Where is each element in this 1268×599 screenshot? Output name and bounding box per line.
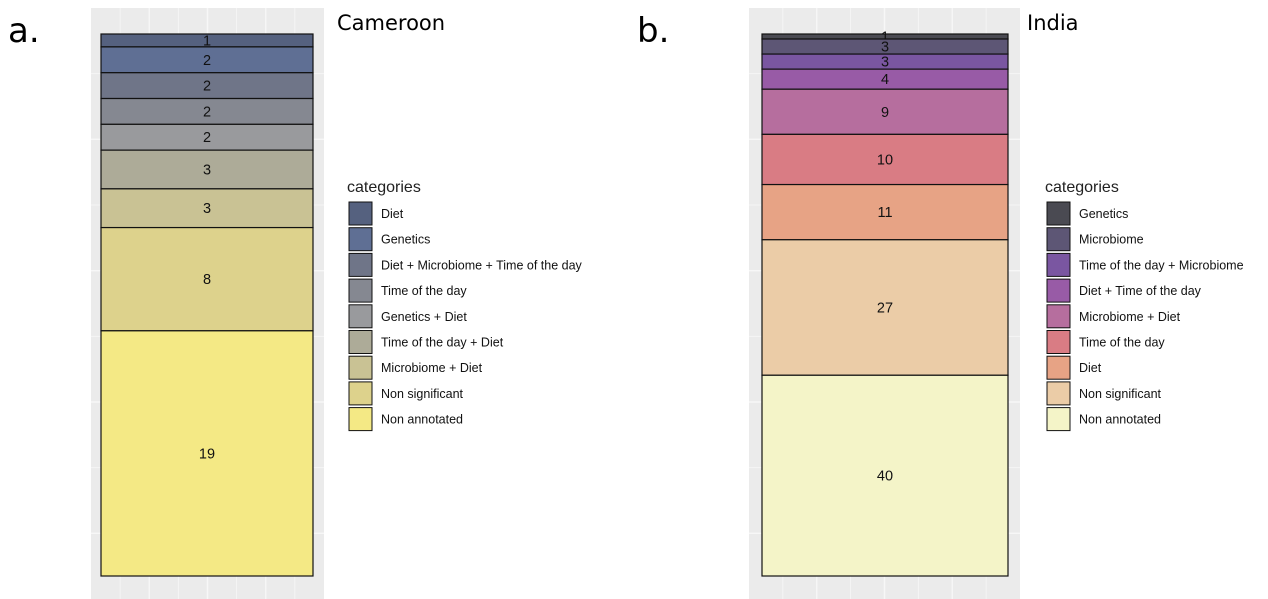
legend-swatch-time-of-the-day-diet	[348, 330, 373, 354]
segment-value-label: 2	[203, 130, 211, 146]
legend-swatch-microbiome	[1046, 227, 1071, 252]
legend-label-non-significant: Non significant	[1079, 387, 1162, 401]
legend-label-non-annotated: Non annotated	[1079, 413, 1161, 427]
segment-value-label: 19	[199, 446, 215, 462]
panel-letter-b: b.	[637, 11, 669, 51]
legend-swatch-diet	[348, 201, 373, 226]
legend-label-microbiome-diet: Microbiome + Diet	[381, 361, 483, 375]
bar-segment-time-of-the-day	[761, 133, 1009, 186]
chart-title-cameroon: Cameroon	[337, 11, 445, 35]
legend-label-genetics-diet: Genetics + Diet	[381, 310, 467, 324]
legend-swatch-microbiome-diet	[348, 355, 373, 380]
legend-label-diet: Diet	[1079, 361, 1102, 375]
legend-label-time-of-the-day-microbiome: Time of the day + Microbiome	[1079, 258, 1244, 272]
chart-title-india: India	[1027, 11, 1079, 35]
legend-swatch-genetics	[1046, 201, 1071, 226]
segment-value-label: 2	[203, 53, 211, 69]
legend-swatch-time-of-the-day	[1046, 330, 1071, 354]
legend-swatch-genetics	[348, 227, 373, 252]
bar-segment-diet	[761, 183, 1009, 241]
legend-swatch-diet-time-of-the-day	[1046, 278, 1071, 303]
legend-swatch-non-annotated	[348, 407, 373, 432]
legend-swatch-genetics-diet	[348, 304, 373, 329]
legend-label-time-of-the-day: Time of the day	[381, 284, 467, 298]
bar-segment-microbiome-diet	[761, 88, 1009, 135]
bar-segment-non-annotated	[761, 374, 1009, 577]
bar-segment-microbiome-diet	[100, 188, 314, 229]
segment-value-label: 3	[203, 163, 211, 179]
segment-value-label: 1	[881, 30, 889, 46]
segment-value-label: 1	[203, 33, 211, 49]
legend-swatch-diet-microbiome-time-of-the-day	[348, 252, 373, 277]
legend-label-time-of-the-day: Time of the day	[1079, 336, 1165, 350]
legend-label-microbiome: Microbiome	[1079, 233, 1144, 247]
legend-swatch-microbiome-diet	[1046, 304, 1071, 329]
segment-value-label: 8	[203, 272, 211, 288]
segment-value-label: 2	[203, 79, 211, 95]
bar-segment-genetics	[100, 46, 314, 74]
legend-swatch-time-of-the-day-microbiome	[1046, 252, 1071, 277]
legend-title-india: categories	[1045, 179, 1119, 196]
panel-letter-a: a.	[8, 11, 40, 51]
bar-segment-non-annotated	[100, 330, 314, 577]
segment-value-label: 10	[877, 152, 893, 168]
segment-value-label: 2	[203, 104, 211, 120]
bar-segment-genetics-diet	[100, 123, 314, 151]
legend-label-time-of-the-day-diet: Time of the day + Diet	[381, 336, 504, 350]
segment-value-label: 40	[877, 469, 893, 485]
segment-value-label: 3	[203, 201, 211, 217]
legend-label-microbiome-diet: Microbiome + Diet	[1079, 310, 1181, 324]
legend-label-genetics: Genetics	[381, 233, 430, 247]
legend-swatch-non-significant	[348, 381, 373, 406]
legend-swatch-non-annotated	[1046, 407, 1071, 432]
segment-value-label: 3	[881, 40, 889, 56]
bar-segment-non-significant	[761, 239, 1009, 376]
legend-title-cameroon: categories	[347, 179, 421, 196]
legend-swatch-diet	[1046, 355, 1071, 380]
bar-segment-time-of-the-day	[100, 97, 314, 125]
legend-label-genetics: Genetics	[1079, 207, 1128, 221]
legend-india: Genetics Microbiome Time of the day + Micr…	[1046, 201, 1244, 432]
bar-segment-non-significant	[100, 226, 314, 332]
segment-value-label: 3	[881, 55, 889, 71]
legend-cameroon: Diet Genetics Diet + Microbiome + Time of …	[348, 201, 583, 432]
legend-label-non-significant: Non significant	[381, 387, 464, 401]
legend-label-diet-microbiome-time-of-the-day: Diet + Microbiome + Time of the day	[381, 258, 583, 272]
legend-swatch-non-significant	[1046, 381, 1071, 406]
segment-value-label: 9	[881, 105, 889, 121]
segment-value-label: 27	[877, 301, 893, 317]
legend-swatch-time-of-the-day	[348, 278, 373, 303]
legend-label-diet-time-of-the-day: Diet + Time of the day	[1079, 284, 1202, 298]
segment-value-label: 11	[877, 205, 892, 221]
bar-segment-diet-microbiome-time-of-the-day	[100, 72, 314, 100]
panel-cameroon: a. 1 2 2 2 2 3 3 8 19 Cameroon categories Diet Ge…	[8, 8, 583, 599]
legend-label-diet: Diet	[381, 207, 404, 221]
stacked-bar-cameroon: 1 2 2 2 2 3 3 8 19	[100, 33, 314, 577]
bar-segment-time-of-the-day-diet	[100, 149, 314, 190]
segment-value-label: 4	[881, 72, 889, 88]
legend-label-non-annotated: Non annotated	[381, 413, 463, 427]
